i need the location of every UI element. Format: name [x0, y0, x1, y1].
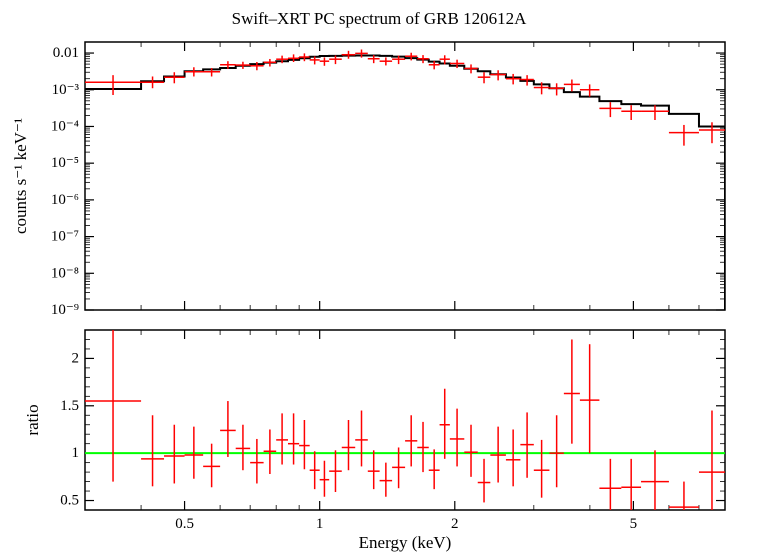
y-tick-label-top: 10⁻³: [52, 82, 80, 98]
y-axis-label-bottom: ratio: [23, 404, 42, 435]
spectrum-figure: Swift–XRT PC spectrum of GRB 120612A 0.5 1…: [0, 0, 758, 556]
y-axis-label-top: counts s⁻¹ keV⁻¹: [11, 118, 30, 234]
y-tick-label-top: 10⁻⁶: [51, 192, 79, 208]
ratio-bottom-panel: [85, 330, 725, 529]
y-tick-label-top: 10⁻⁷: [51, 229, 79, 245]
y-tick-label-top: 10⁻⁹: [51, 302, 79, 318]
x-tick-label: 5: [630, 516, 638, 532]
top-panel-frame: [85, 42, 725, 310]
y-tick-label-bottom: 0.5: [60, 493, 79, 509]
bottom-panel-frame: [85, 330, 725, 510]
chart-title: Swift–XRT PC spectrum of GRB 120612A: [232, 9, 527, 28]
y-tick-label-top: 10⁻⁵: [51, 155, 79, 171]
y-tick-label-bottom: 2: [72, 350, 80, 366]
y-tick-label-top: 0.01: [53, 45, 79, 61]
y-tick-label-bottom: 1: [72, 445, 80, 461]
x-tick-label: 0.5: [175, 516, 194, 532]
y-tick-label-bottom: 1.5: [60, 398, 79, 414]
y-tick-label-top: 10⁻⁸: [51, 265, 79, 281]
x-tick-label: 1: [316, 516, 324, 532]
model-step-line: [85, 55, 725, 310]
x-tick-label: 2: [451, 516, 459, 532]
y-tick-label-top: 10⁻⁴: [51, 118, 79, 134]
x-axis-label: Energy (keV): [359, 533, 452, 552]
spectrum-top-panel: [85, 49, 725, 310]
